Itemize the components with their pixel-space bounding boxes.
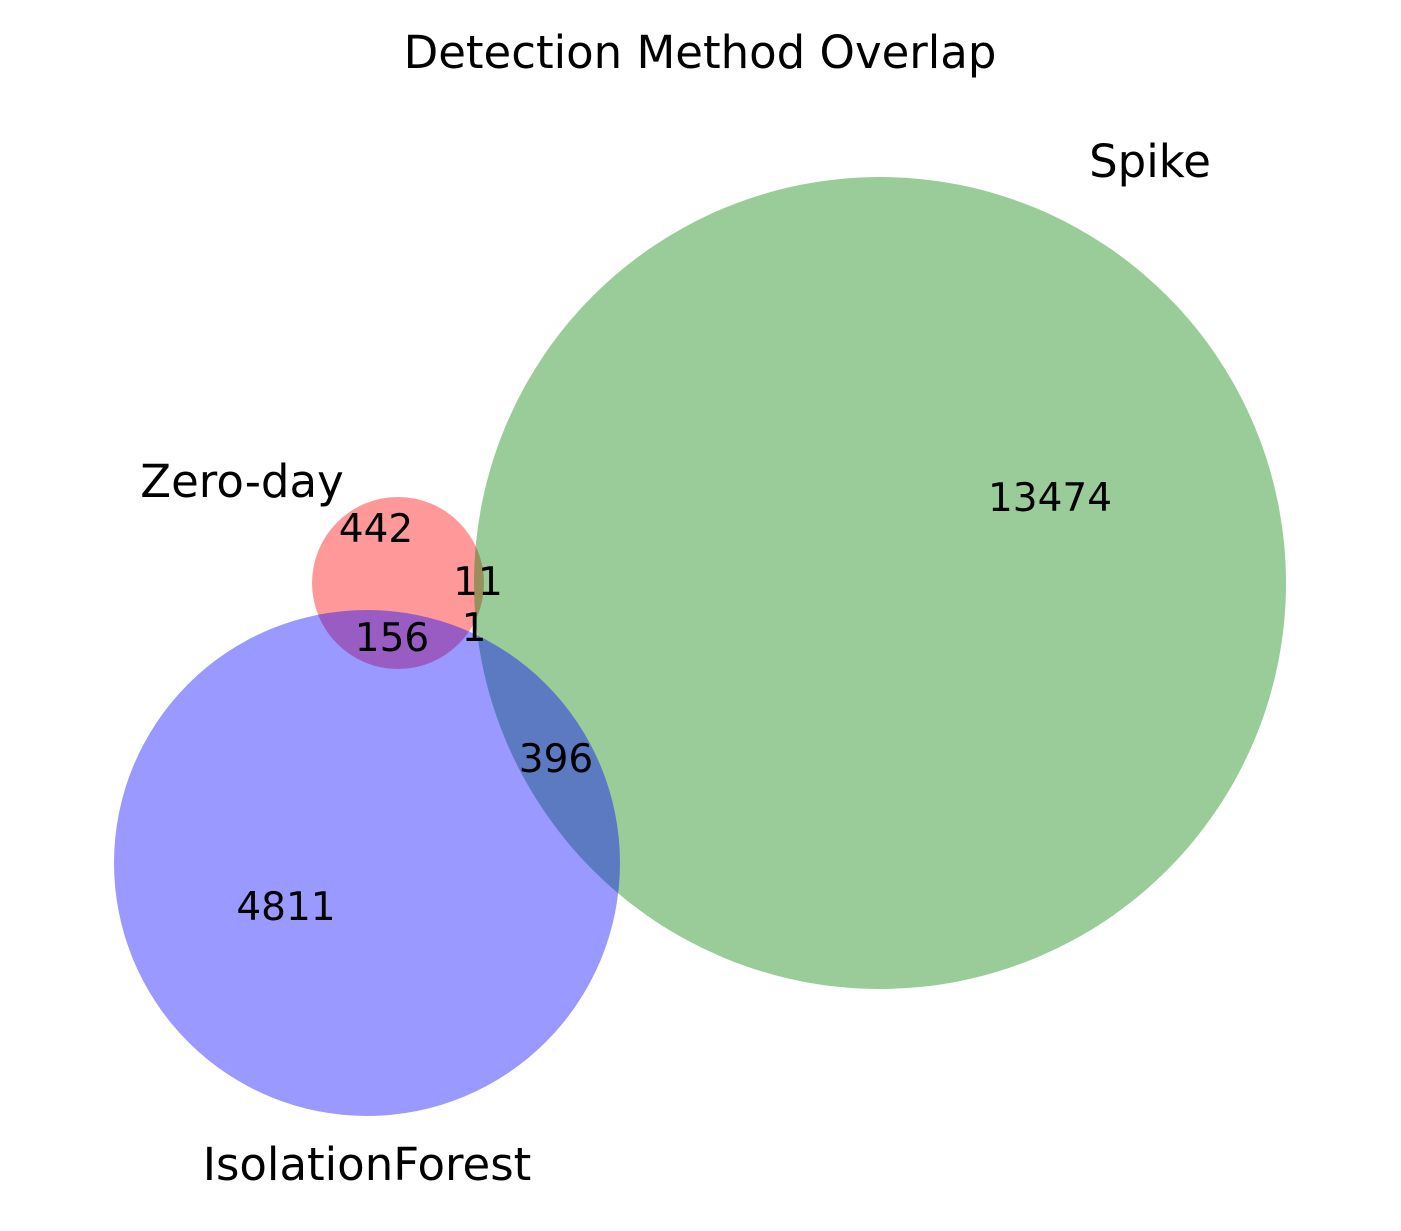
chart-title: Detection Method Overlap [404,26,997,79]
region-count-spike-isolation-forest: 396 [519,737,593,782]
region-count-zero-day-isolation-forest: 156 [355,616,429,661]
set-labels: Zero-day Spike IsolationForest [140,135,1211,1191]
region-count-isolation-forest-only: 4811 [236,885,335,930]
set-label-isolation-forest: IsolationForest [203,1138,532,1191]
circle-zero-day [312,497,484,669]
region-count-all-three: 1 [462,606,487,651]
set-label-spike: Spike [1089,135,1211,188]
region-count-spike-only: 13474 [988,476,1112,521]
set-circles [114,177,1286,1116]
set-label-zero-day: Zero-day [140,455,343,508]
circle-isolation-forest [114,610,620,1116]
circle-spike [474,177,1286,989]
region-count-zero-day-spike: 11 [453,560,503,605]
region-count-zero-day-only: 442 [339,507,413,552]
region-counts: 442 13474 4811 11 156 396 1 [236,476,1112,930]
